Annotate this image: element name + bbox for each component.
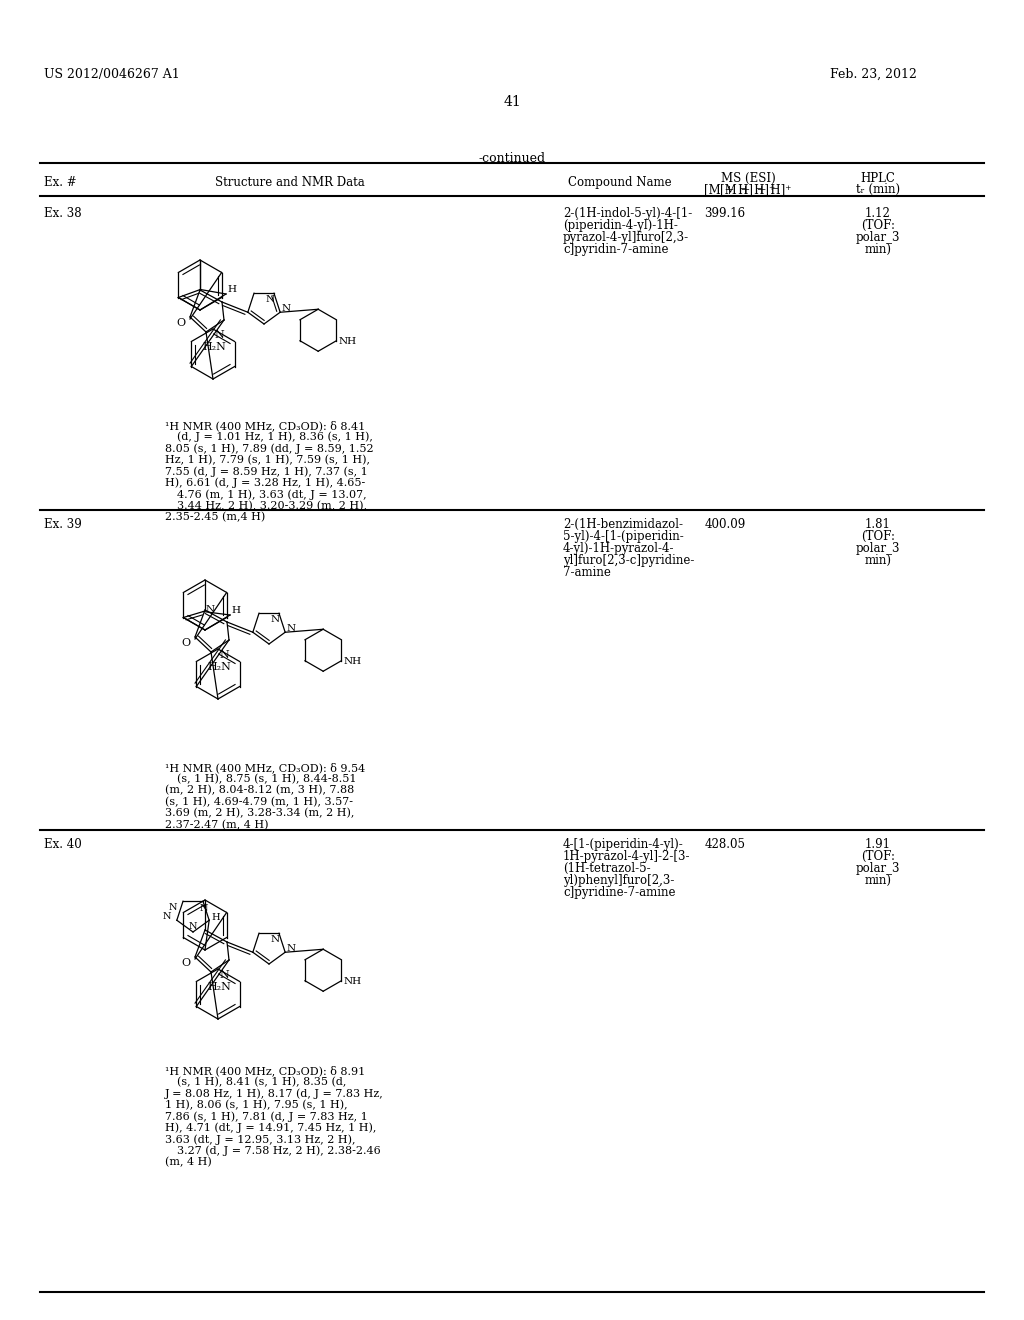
- Text: N: N: [200, 904, 209, 913]
- Text: 3.27 (d, J = 7.58 Hz, 2 H), 2.38-2.46: 3.27 (d, J = 7.58 Hz, 2 H), 2.38-2.46: [177, 1146, 381, 1156]
- Text: Structure and NMR Data: Structure and NMR Data: [215, 176, 365, 189]
- Text: H), 6.61 (d, J = 3.28 Hz, 1 H), 4.65-: H), 6.61 (d, J = 3.28 Hz, 1 H), 4.65-: [165, 478, 366, 488]
- Text: 4-[1-(piperidin-4-yl)-: 4-[1-(piperidin-4-yl)-: [563, 838, 684, 851]
- Text: NH: NH: [343, 657, 361, 665]
- Text: O: O: [176, 318, 185, 327]
- Text: ¹H NMR (400 MHz, CD₃OD): δ 8.41: ¹H NMR (400 MHz, CD₃OD): δ 8.41: [165, 420, 366, 430]
- Text: N: N: [163, 912, 171, 921]
- Text: tᵣ (min): tᵣ (min): [856, 183, 900, 195]
- Text: pyrazol-4-yl]furo[2,3-: pyrazol-4-yl]furo[2,3-: [563, 231, 689, 244]
- Text: (m, 2 H), 8.04-8.12 (m, 3 H), 7.88: (m, 2 H), 8.04-8.12 (m, 3 H), 7.88: [165, 785, 354, 796]
- Text: N: N: [214, 330, 224, 341]
- Text: (s, 1 H), 8.75 (s, 1 H), 8.44-8.51: (s, 1 H), 8.75 (s, 1 H), 8.44-8.51: [177, 774, 356, 784]
- Text: (1H-tetrazol-5-: (1H-tetrazol-5-: [563, 862, 650, 875]
- Text: 3.69 (m, 2 H), 3.28-3.34 (m, 2 H),: 3.69 (m, 2 H), 3.28-3.34 (m, 2 H),: [165, 808, 354, 818]
- Text: H₂N: H₂N: [208, 663, 231, 672]
- Text: Feb. 23, 2012: Feb. 23, 2012: [830, 69, 916, 81]
- Text: H), 4.71 (dt, J = 14.91, 7.45 Hz, 1 H),: H), 4.71 (dt, J = 14.91, 7.45 Hz, 1 H),: [165, 1122, 377, 1133]
- Text: 3.63 (dt, J = 12.95, 3.13 Hz, 2 H),: 3.63 (dt, J = 12.95, 3.13 Hz, 2 H),: [165, 1134, 355, 1144]
- Text: NH: NH: [338, 337, 356, 346]
- Text: Hz, 1 H), 7.79 (s, 1 H), 7.59 (s, 1 H),: Hz, 1 H), 7.79 (s, 1 H), 7.59 (s, 1 H),: [165, 454, 370, 465]
- Text: min): min): [864, 243, 892, 256]
- Text: N: N: [286, 944, 295, 953]
- Text: 1.81: 1.81: [865, 517, 891, 531]
- Text: 41: 41: [503, 95, 521, 110]
- Text: [M + H]⁺: [M + H]⁺: [721, 183, 775, 195]
- Text: 2-(1H-indol-5-yl)-4-[1-: 2-(1H-indol-5-yl)-4-[1-: [563, 207, 692, 220]
- Text: (piperidin-4-yl)-1H-: (piperidin-4-yl)-1H-: [563, 219, 678, 232]
- Text: H: H: [227, 285, 236, 294]
- Text: c]pyridine-7-amine: c]pyridine-7-amine: [563, 886, 676, 899]
- Text: -continued: -continued: [478, 152, 546, 165]
- Text: (TOF:: (TOF:: [861, 531, 895, 543]
- Text: (d, J = 1.01 Hz, 1 H), 8.36 (s, 1 H),: (d, J = 1.01 Hz, 1 H), 8.36 (s, 1 H),: [177, 432, 373, 442]
- Text: (s, 1 H), 8.41 (s, 1 H), 8.35 (d,: (s, 1 H), 8.41 (s, 1 H), 8.35 (d,: [177, 1077, 346, 1086]
- Text: 1 H), 8.06 (s, 1 H), 7.95 (s, 1 H),: 1 H), 8.06 (s, 1 H), 7.95 (s, 1 H),: [165, 1100, 347, 1110]
- Text: 7.55 (d, J = 8.59 Hz, 1 H), 7.37 (s, 1: 7.55 (d, J = 8.59 Hz, 1 H), 7.37 (s, 1: [165, 466, 368, 477]
- Text: yl]furo[2,3-c]pyridine-: yl]furo[2,3-c]pyridine-: [563, 554, 694, 568]
- Text: 1.12: 1.12: [865, 207, 891, 220]
- Text: N: N: [189, 921, 198, 931]
- Text: H₂N: H₂N: [203, 342, 226, 352]
- Text: NH: NH: [343, 977, 361, 986]
- Text: N: N: [266, 296, 275, 304]
- Text: 428.05: 428.05: [705, 838, 745, 851]
- Text: Ex. #: Ex. #: [44, 176, 77, 189]
- Text: 1.91: 1.91: [865, 838, 891, 851]
- Text: H: H: [231, 606, 240, 615]
- Text: N: N: [219, 970, 228, 979]
- Text: MS (ESI): MS (ESI): [721, 172, 775, 185]
- Text: [M + H] + H]⁺: [M + H] + H]⁺: [705, 183, 792, 195]
- Text: 399.16: 399.16: [705, 207, 745, 220]
- Text: 7.86 (s, 1 H), 7.81 (d, J = 7.83 Hz, 1: 7.86 (s, 1 H), 7.81 (d, J = 7.83 Hz, 1: [165, 1111, 368, 1122]
- Text: c]pyridin-7-amine: c]pyridin-7-amine: [563, 243, 669, 256]
- Text: J = 8.08 Hz, 1 H), 8.17 (d, J = 7.83 Hz,: J = 8.08 Hz, 1 H), 8.17 (d, J = 7.83 Hz,: [165, 1088, 384, 1098]
- Text: 5-yl)-4-[1-(piperidin-: 5-yl)-4-[1-(piperidin-: [563, 531, 684, 543]
- Text: 7-amine: 7-amine: [563, 566, 611, 579]
- Text: N: N: [271, 615, 281, 624]
- Text: N: N: [282, 304, 290, 313]
- Text: H: H: [211, 913, 220, 923]
- Text: N: N: [169, 903, 177, 912]
- Text: O: O: [181, 638, 190, 648]
- Text: H₂N: H₂N: [208, 982, 231, 993]
- Text: 400.09: 400.09: [705, 517, 745, 531]
- Text: 4-yl)-1H-pyrazol-4-: 4-yl)-1H-pyrazol-4-: [563, 543, 675, 554]
- Text: min): min): [864, 554, 892, 568]
- Text: yl)phenyl]furo[2,3-: yl)phenyl]furo[2,3-: [563, 874, 675, 887]
- Text: ¹H NMR (400 MHz, CD₃OD): δ 9.54: ¹H NMR (400 MHz, CD₃OD): δ 9.54: [165, 762, 366, 772]
- Text: 2-(1H-benzimidazol-: 2-(1H-benzimidazol-: [563, 517, 683, 531]
- Text: N: N: [219, 649, 228, 660]
- Text: Ex. 38: Ex. 38: [44, 207, 82, 220]
- Text: 1H-pyrazol-4-yl]-2-[3-: 1H-pyrazol-4-yl]-2-[3-: [563, 850, 690, 863]
- Text: 3.44 Hz, 2 H), 3.20-3.29 (m, 2 H),: 3.44 Hz, 2 H), 3.20-3.29 (m, 2 H),: [177, 500, 367, 511]
- Text: N: N: [206, 606, 214, 615]
- Text: Compound Name: Compound Name: [568, 176, 672, 189]
- Text: HPLC: HPLC: [860, 172, 895, 185]
- Text: Ex. 39: Ex. 39: [44, 517, 82, 531]
- Text: 4.76 (m, 1 H), 3.63 (dt, J = 13.07,: 4.76 (m, 1 H), 3.63 (dt, J = 13.07,: [177, 488, 367, 499]
- Text: (TOF:: (TOF:: [861, 850, 895, 863]
- Text: (m, 4 H): (m, 4 H): [165, 1158, 212, 1167]
- Text: 2.37-2.47 (m, 4 H): 2.37-2.47 (m, 4 H): [165, 820, 268, 830]
- Text: Ex. 40: Ex. 40: [44, 838, 82, 851]
- Text: (s, 1 H), 4.69-4.79 (m, 1 H), 3.57-: (s, 1 H), 4.69-4.79 (m, 1 H), 3.57-: [165, 796, 353, 807]
- Text: N: N: [286, 624, 295, 634]
- Text: min): min): [864, 874, 892, 887]
- Text: polar_3: polar_3: [856, 231, 900, 244]
- Text: ¹H NMR (400 MHz, CD₃OD): δ 8.91: ¹H NMR (400 MHz, CD₃OD): δ 8.91: [165, 1065, 366, 1076]
- Text: (TOF:: (TOF:: [861, 219, 895, 232]
- Text: O: O: [181, 958, 190, 968]
- Text: polar_3: polar_3: [856, 543, 900, 554]
- Text: US 2012/0046267 A1: US 2012/0046267 A1: [44, 69, 180, 81]
- Text: 2.35-2.45 (m,4 H): 2.35-2.45 (m,4 H): [165, 512, 265, 523]
- Text: polar_3: polar_3: [856, 862, 900, 875]
- Text: N: N: [271, 936, 281, 944]
- Text: 8.05 (s, 1 H), 7.89 (dd, J = 8.59, 1.52: 8.05 (s, 1 H), 7.89 (dd, J = 8.59, 1.52: [165, 444, 374, 454]
